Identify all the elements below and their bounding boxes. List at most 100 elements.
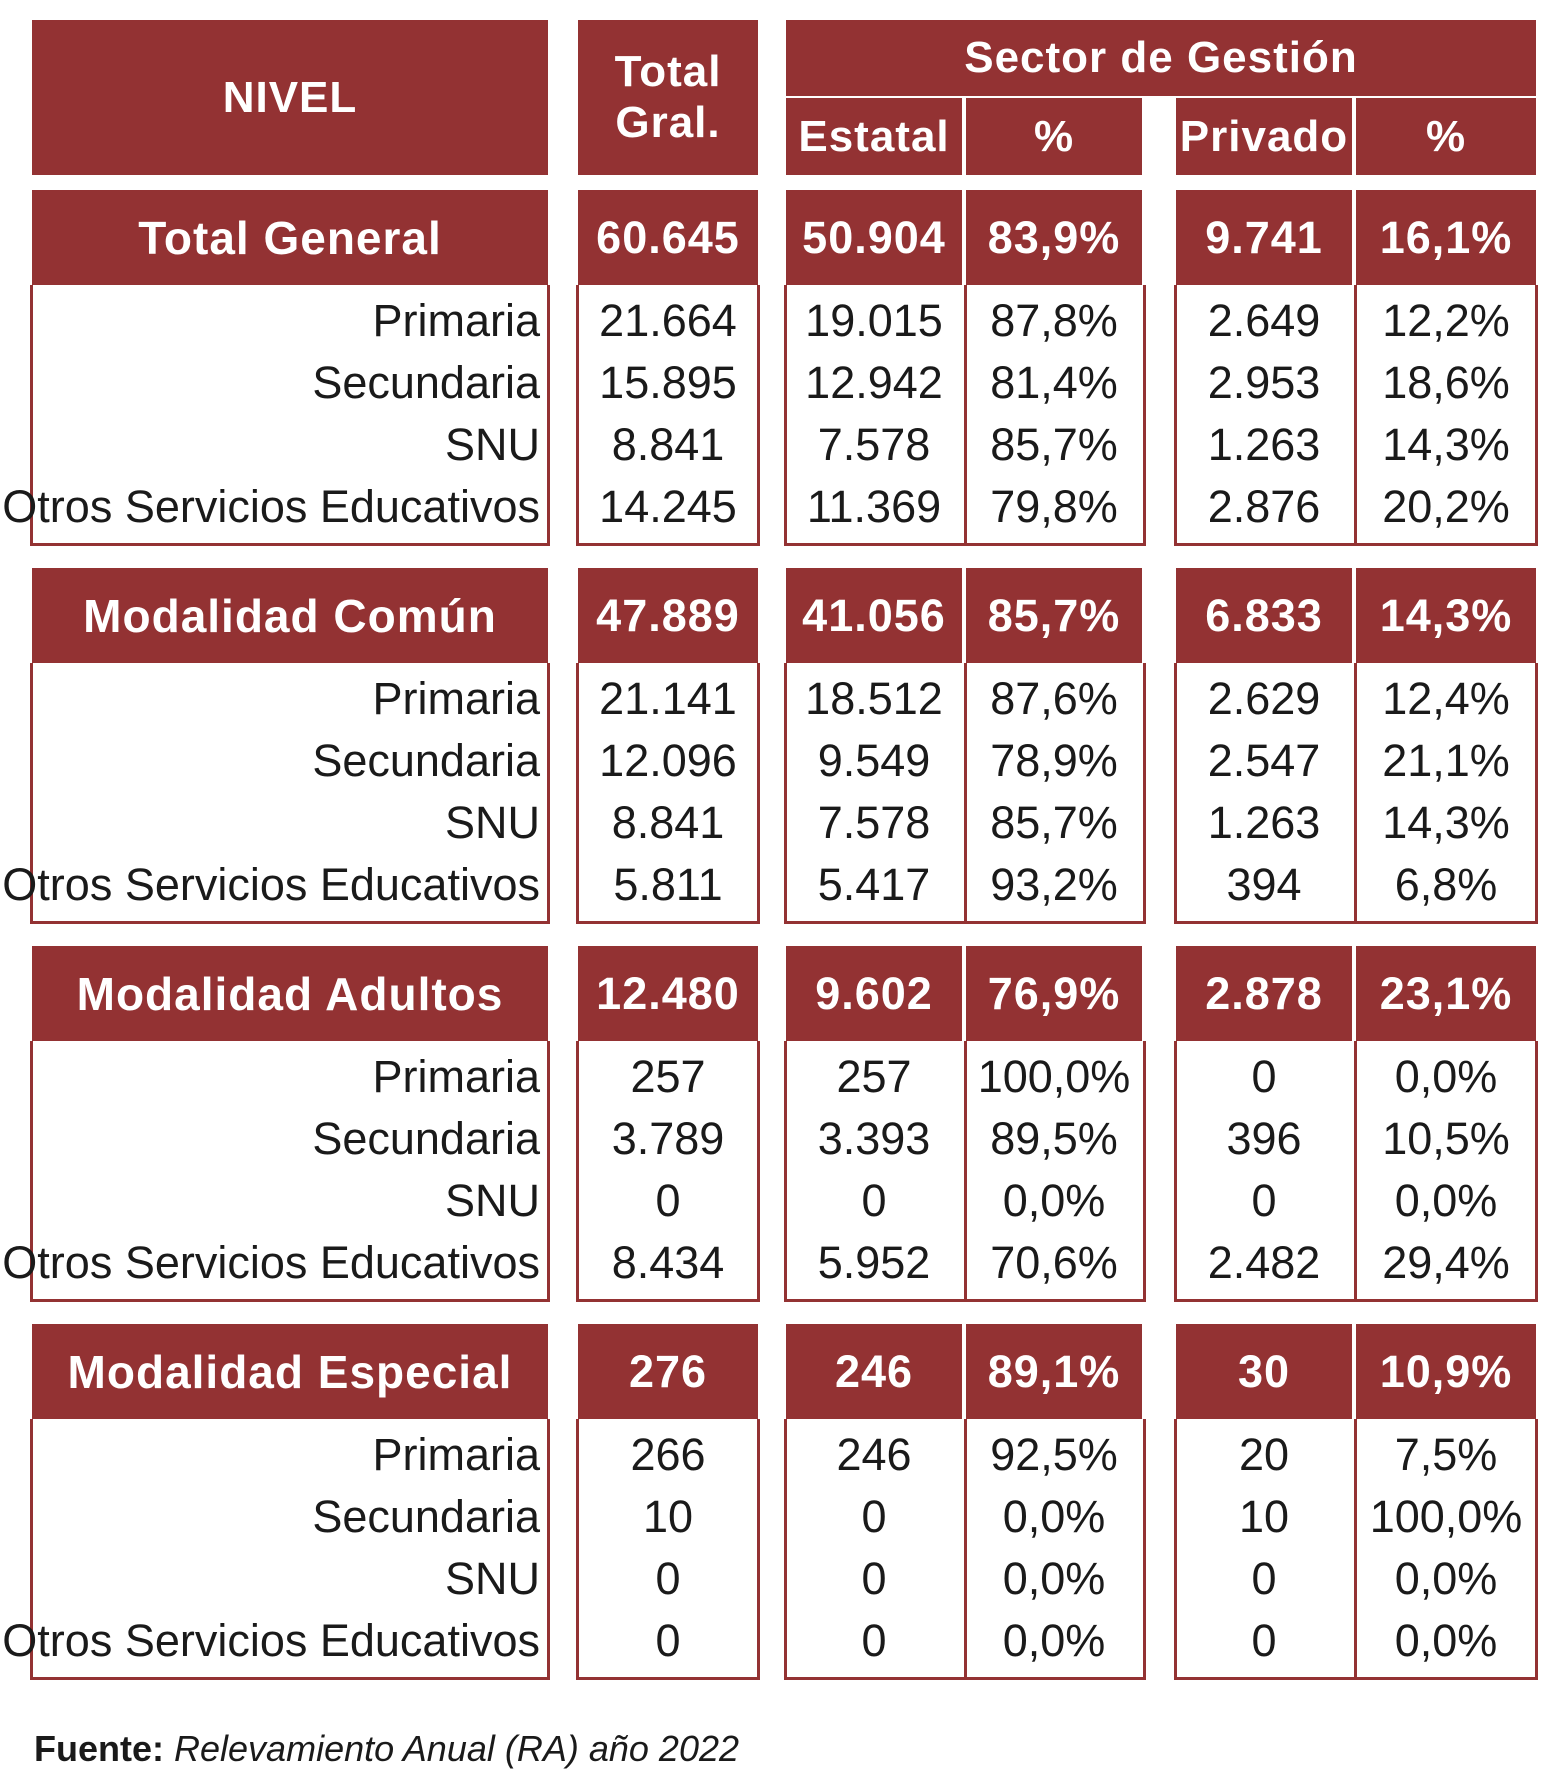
row-value-pct-estatal: 0,0%: [1002, 1491, 1106, 1542]
column-divider: [964, 663, 967, 924]
row-value-pct-estatal: 87,6%: [990, 673, 1118, 724]
row-value-pct-privado: 7,5%: [1394, 1429, 1498, 1480]
row-value-pct-estatal: 87,8%: [990, 295, 1118, 346]
section-total-estatal: 50.904: [786, 190, 962, 285]
row-value-total: 21.141: [599, 673, 737, 724]
row-value-privado: 0: [1251, 1051, 1277, 1102]
section-total-pct-estatal: 89,1%: [966, 1324, 1142, 1419]
row-label: Primaria: [372, 1051, 540, 1102]
row-value-estatal: 0: [861, 1491, 887, 1542]
section-total-privado: 2.878: [1176, 946, 1352, 1041]
row-value-pct-estatal: 0,0%: [1002, 1553, 1106, 1604]
column-divider: [1354, 663, 1357, 924]
column-divider: [1354, 1041, 1357, 1302]
row-value-pct-privado: 100,0%: [1369, 1491, 1523, 1542]
section-total-pct-privado: 23,1%: [1356, 946, 1536, 1041]
row-value-estatal: 3.393: [817, 1113, 931, 1164]
section-body-box: [576, 1041, 760, 1302]
section-total-total: 276: [578, 1324, 758, 1419]
section-title: Modalidad Adultos: [32, 946, 548, 1041]
row-label: Otros Servicios Educativos: [2, 1237, 540, 1288]
row-value-estatal: 12.942: [805, 357, 943, 408]
section-body-box: [30, 1041, 550, 1302]
row-value-privado: 2.482: [1207, 1237, 1321, 1288]
row-value-estatal: 5.417: [817, 859, 931, 910]
row-value-pct-privado: 0,0%: [1394, 1051, 1498, 1102]
row-label: Primaria: [372, 295, 540, 346]
row-value-pct-privado: 10,5%: [1382, 1113, 1510, 1164]
source-text: Relevamiento Anual (RA) año 2022: [174, 1728, 740, 1769]
row-value-pct-estatal: 70,6%: [990, 1237, 1118, 1288]
row-value-pct-estatal: 89,5%: [990, 1113, 1118, 1164]
row-value-pct-privado: 20,2%: [1382, 481, 1510, 532]
column-divider: [964, 1419, 967, 1680]
row-label: Primaria: [372, 673, 540, 724]
row-value-pct-estatal: 92,5%: [990, 1429, 1118, 1480]
section-total-pct-privado: 14,3%: [1356, 568, 1536, 663]
row-value-estatal: 18.512: [805, 673, 943, 724]
header-sector-gestion: Sector de Gestión: [786, 20, 1536, 96]
row-value-estatal: 11.369: [806, 481, 942, 532]
section-body-box: [576, 285, 760, 546]
row-label: Primaria: [372, 1429, 540, 1480]
row-value-total: 10: [642, 1491, 694, 1542]
column-divider: [964, 285, 967, 546]
header-nivel: NIVEL: [32, 20, 548, 175]
row-value-estatal: 19.015: [805, 295, 943, 346]
header-privado: Privado: [1176, 98, 1352, 175]
header-estatal: Estatal: [786, 98, 962, 175]
header-pct-privado: %: [1356, 98, 1536, 175]
row-value-estatal: 7.578: [817, 419, 931, 470]
row-value-pct-privado: 18,6%: [1382, 357, 1510, 408]
row-label: Secundaria: [312, 357, 540, 408]
section-title: Modalidad Especial: [32, 1324, 548, 1419]
row-value-total: 0: [655, 1553, 681, 1604]
section-total-estatal: 41.056: [786, 568, 962, 663]
source-note: Fuente: Relevamiento Anual (RA) año 2022: [34, 1728, 739, 1770]
row-value-pct-privado: 14,3%: [1382, 797, 1510, 848]
row-value-estatal: 7.578: [817, 797, 931, 848]
row-value-pct-privado: 6,8%: [1394, 859, 1498, 910]
section-body-box: [30, 663, 550, 924]
section-total-privado: 30: [1176, 1324, 1352, 1419]
row-value-total: 266: [630, 1429, 706, 1480]
section-total-pct-estatal: 76,9%: [966, 946, 1142, 1041]
header-pct-estatal: %: [966, 98, 1142, 175]
row-value-privado: 2.953: [1207, 357, 1321, 408]
row-value-pct-privado: 21,1%: [1382, 735, 1510, 786]
row-value-pct-estatal: 0,0%: [1002, 1175, 1106, 1226]
row-label: Secundaria: [312, 1491, 540, 1542]
row-label: Otros Servicios Educativos: [2, 1615, 540, 1666]
row-value-pct-estatal: 78,9%: [990, 735, 1118, 786]
row-value-pct-estatal: 0,0%: [1002, 1615, 1106, 1666]
row-value-total: 257: [630, 1051, 706, 1102]
row-value-privado: 2.547: [1207, 735, 1321, 786]
section-body-box: [30, 1419, 550, 1680]
row-value-estatal: 5.952: [817, 1237, 931, 1288]
row-value-pct-estatal: 81,4%: [990, 357, 1118, 408]
section-title: Total General: [32, 190, 548, 285]
row-value-total: 0: [655, 1175, 681, 1226]
row-value-privado: 0: [1251, 1175, 1277, 1226]
row-label: SNU: [444, 419, 540, 470]
section-title: Modalidad Común: [32, 568, 548, 663]
section-total-pct-privado: 10,9%: [1356, 1324, 1536, 1419]
row-value-privado: 20: [1238, 1429, 1290, 1480]
row-value-privado: 2.629: [1207, 673, 1321, 724]
row-value-total: 14.245: [599, 481, 737, 532]
row-value-estatal: 0: [861, 1615, 887, 1666]
section-total-total: 60.645: [578, 190, 758, 285]
column-divider: [964, 1041, 967, 1302]
row-value-pct-privado: 29,4%: [1382, 1237, 1510, 1288]
row-label: Otros Servicios Educativos: [2, 859, 540, 910]
section-body-box: [576, 1419, 760, 1680]
row-value-estatal: 246: [836, 1429, 912, 1480]
row-value-pct-estatal: 100,0%: [977, 1051, 1131, 1102]
header-total-gral: Total Gral.: [578, 20, 758, 175]
row-value-privado: 2.649: [1207, 295, 1321, 346]
row-value-pct-privado: 12,4%: [1382, 673, 1510, 724]
row-value-privado: 0: [1251, 1553, 1277, 1604]
section-total-estatal: 9.602: [786, 946, 962, 1041]
section-total-privado: 6.833: [1176, 568, 1352, 663]
